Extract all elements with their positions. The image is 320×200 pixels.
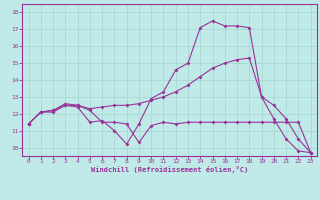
X-axis label: Windchill (Refroidissement éolien,°C): Windchill (Refroidissement éolien,°C) — [91, 166, 248, 173]
